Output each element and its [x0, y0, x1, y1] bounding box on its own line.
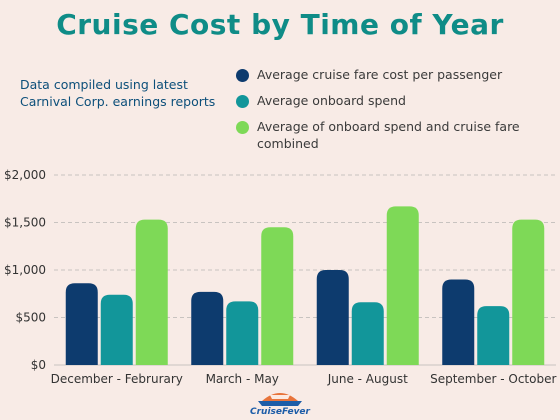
bar-1-3	[316, 270, 349, 365]
bar-1-2	[191, 291, 224, 365]
bar-3-1	[135, 219, 168, 365]
bar-1-1	[65, 283, 98, 365]
legend-item-fare: Average cruise fare cost per passenger	[236, 66, 546, 83]
bar-3-3	[386, 206, 419, 365]
bar-2-3	[351, 302, 384, 365]
bar-3-4	[512, 219, 545, 365]
x-category-label: September - October	[430, 372, 556, 386]
y-tick-label: $1,500	[4, 216, 46, 230]
y-tick-label: $0	[31, 358, 46, 372]
x-category-label: March - May	[206, 372, 279, 386]
y-tick-label: $500	[15, 311, 46, 325]
bar-2-2	[226, 301, 259, 365]
y-tick-label: $2,000	[4, 168, 46, 182]
legend-swatch-combined	[236, 121, 249, 134]
data-source-note: Data compiled using latest Carnival Corp…	[20, 77, 216, 109]
legend-swatch-onboard	[236, 95, 249, 108]
x-category-label: June - August	[327, 372, 408, 386]
bar-3-2	[261, 227, 294, 365]
ship-icon	[258, 393, 302, 406]
legend-item-onboard: Average onboard spend	[236, 92, 546, 109]
legend: Average cruise fare cost per passenger A…	[236, 66, 546, 161]
legend-label-combined: Average of onboard spend and cruise fare…	[257, 119, 520, 151]
bar-2-4	[477, 306, 510, 365]
legend-label-fare: Average cruise fare cost per passenger	[257, 67, 503, 82]
cruisefever-logo: CruiseFever	[248, 381, 312, 419]
x-category-label: December - Februrary	[51, 372, 183, 386]
bar-1-4	[442, 279, 475, 365]
legend-label-onboard: Average onboard spend	[257, 93, 406, 108]
legend-item-combined: Average of onboard spend and cruise fare…	[236, 118, 546, 152]
y-tick-label: $1,000	[4, 263, 46, 277]
bar-2-1	[100, 294, 133, 365]
chart-title: Cruise Cost by Time of Year	[56, 8, 504, 41]
logo-text: CruiseFever	[250, 407, 310, 417]
legend-swatch-fare	[236, 69, 249, 82]
